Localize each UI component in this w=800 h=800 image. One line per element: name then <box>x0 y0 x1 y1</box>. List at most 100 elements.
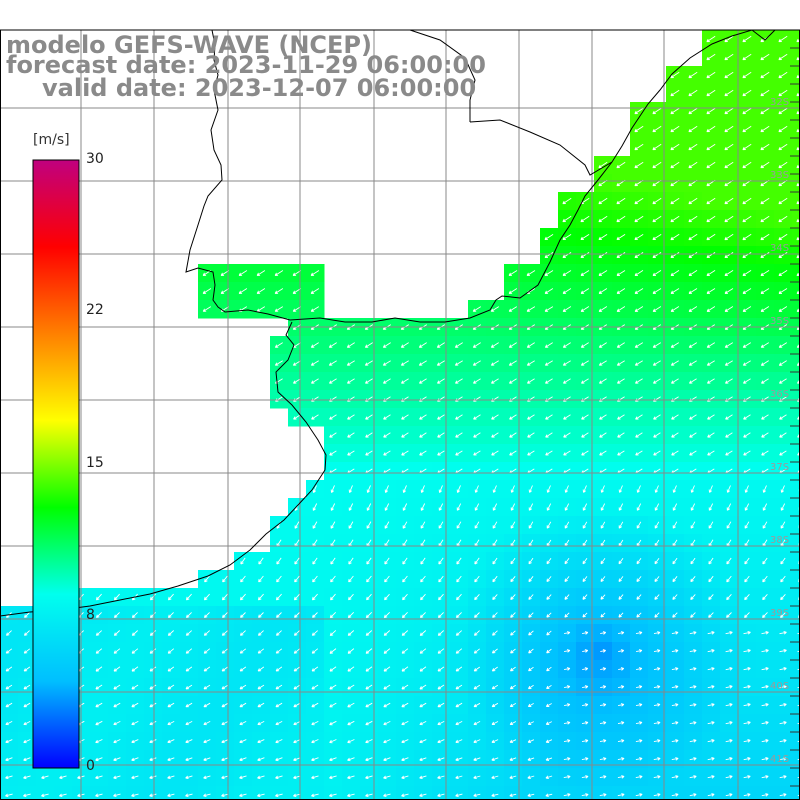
wind-arrow <box>706 197 716 205</box>
wind-arrow <box>455 432 463 438</box>
wind-arrow <box>527 721 535 725</box>
wind-arrow <box>473 666 481 672</box>
wind-arrow <box>491 432 499 438</box>
wind-arrow <box>725 666 733 671</box>
lagoon-shore <box>469 119 613 176</box>
wind-arrow <box>59 793 67 798</box>
wind-arrow <box>491 739 499 744</box>
wind-arrow <box>616 161 626 169</box>
wind-arrow <box>401 684 409 690</box>
wind-arrow <box>256 270 266 276</box>
wind-arrow <box>508 288 518 294</box>
wind-arrow <box>780 485 785 493</box>
wind-arrow <box>311 702 319 708</box>
wind-arrow <box>725 702 733 707</box>
wind-arrow <box>599 721 607 725</box>
wind-arrow <box>797 632 800 635</box>
wind-arrow <box>509 721 517 726</box>
wind-arrow <box>598 270 608 276</box>
wind-arrow <box>689 667 697 671</box>
wind-arrow <box>310 342 319 348</box>
wind-arrow <box>779 684 787 689</box>
wind-arrow <box>329 775 337 780</box>
wind-arrow <box>778 53 788 61</box>
wind-arrow <box>365 666 373 672</box>
wind-arrow <box>473 378 481 384</box>
wind-arrow <box>131 648 139 654</box>
wind-arrow <box>329 739 337 744</box>
wind-arrow <box>546 521 552 529</box>
wind-arrow <box>203 666 211 672</box>
wind-arrow <box>438 575 444 583</box>
wind-arrow <box>563 414 571 420</box>
wind-arrow <box>185 666 193 672</box>
wind-arrow <box>365 793 373 798</box>
wind-arrow <box>707 648 715 653</box>
wind-arrow <box>221 720 229 726</box>
wind-arrow <box>582 485 587 493</box>
colorbar-tick: 15 <box>86 455 104 471</box>
wind-arrow <box>544 252 554 259</box>
wind-arrow <box>671 378 679 384</box>
wind-arrow <box>670 125 680 133</box>
wind-arrow <box>724 306 734 312</box>
wind-arrow <box>779 666 787 671</box>
wind-arrow <box>780 503 786 511</box>
speed-cell <box>234 786 253 800</box>
wind-arrow <box>310 270 320 276</box>
wind-arrow <box>293 684 301 690</box>
wind-arrow <box>744 521 750 529</box>
wind-arrow <box>492 594 498 601</box>
wind-arrow <box>761 648 769 653</box>
wind-arrow <box>652 107 662 115</box>
wind-arrow <box>544 270 554 276</box>
wind-arrow <box>438 557 444 565</box>
wind-arrow <box>779 793 787 797</box>
latitude-label: 41S <box>770 754 789 765</box>
wind-arrow <box>474 521 480 529</box>
speed-cell <box>792 678 800 697</box>
wind-arrow <box>778 215 788 223</box>
wind-arrow <box>725 756 733 761</box>
wind-arrow <box>347 757 355 762</box>
wind-arrow <box>670 252 680 259</box>
wind-arrow <box>689 631 697 635</box>
wind-arrow <box>492 557 498 565</box>
wind-arrow <box>257 648 265 654</box>
wind-arrow <box>599 757 607 761</box>
wind-arrow <box>634 161 644 169</box>
wind-arrow <box>670 288 680 294</box>
wind-arrow <box>688 270 698 277</box>
wind-arrow <box>563 739 571 743</box>
wind-arrow <box>240 557 246 565</box>
wind-arrow <box>600 667 607 671</box>
wind-arrow <box>636 485 641 493</box>
wind-arrow <box>744 612 750 619</box>
latitude-label: 34S <box>770 243 789 254</box>
wind-arrow <box>167 739 175 744</box>
wind-arrow <box>275 684 283 690</box>
wind-arrow <box>276 557 282 565</box>
wind-arrow <box>436 360 445 366</box>
wind-arrow <box>564 503 570 511</box>
wind-arrow <box>401 648 409 654</box>
wind-arrow <box>418 342 427 348</box>
wind-arrow <box>546 557 552 565</box>
wind-arrow <box>455 684 463 690</box>
wind-arrow <box>508 306 518 312</box>
wind-arrow <box>562 360 571 366</box>
wind-arrow <box>761 793 769 797</box>
latitude-label: 35S <box>770 316 789 327</box>
wind-arrow <box>618 485 623 493</box>
wind-arrow <box>706 215 716 223</box>
wind-arrow <box>167 720 175 726</box>
wind-arrow <box>221 648 229 654</box>
wind-arrow <box>312 521 318 529</box>
wind-arrow <box>654 576 660 583</box>
speed-cell <box>720 786 739 800</box>
speed-cell <box>792 300 800 319</box>
wind-arrow <box>618 667 625 671</box>
wind-arrow <box>510 557 516 565</box>
wind-arrow <box>563 793 571 797</box>
wind-arrow <box>527 414 535 420</box>
